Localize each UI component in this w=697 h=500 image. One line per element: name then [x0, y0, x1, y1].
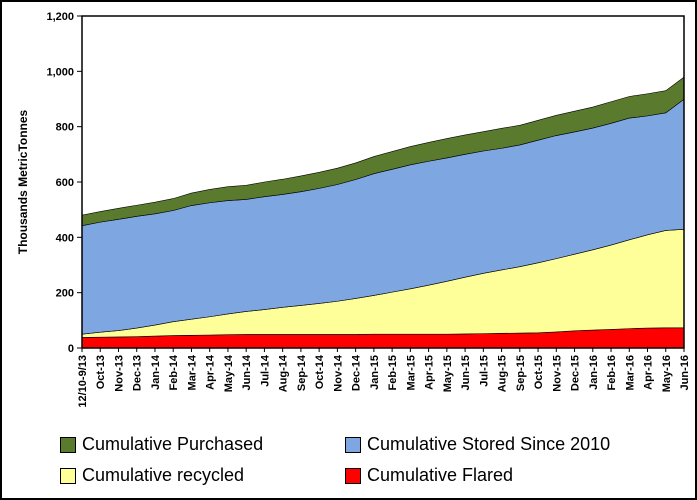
x-tick-label: May-16: [661, 355, 673, 392]
y-axis-label: Thousands MetricTonnes: [16, 109, 30, 254]
x-tick-label: Jul-15: [478, 355, 490, 387]
x-tick-label: Jan-14: [150, 354, 162, 390]
x-tick-label: Apr-15: [424, 355, 436, 390]
x-tick-label: May-14: [223, 354, 235, 392]
x-tick-label: Dec-14: [351, 354, 363, 391]
x-tick-label: Mar-14: [186, 354, 198, 390]
x-tick-label: Aug-14: [278, 354, 290, 392]
x-tick-label: Oct-13: [95, 355, 107, 389]
y-tick-label: 1,200: [46, 11, 74, 23]
x-tick-label: Oct-15: [533, 355, 545, 389]
x-tick-label: Dec-15: [570, 355, 582, 391]
x-tick-label: Jan-15: [369, 355, 381, 390]
x-tick-label: Feb-15: [387, 355, 399, 390]
x-tick-label: Jun-14: [241, 354, 253, 390]
x-tick-label: Jun-16: [679, 355, 691, 390]
x-tick-label: Jun-15: [460, 355, 472, 390]
y-tick-label: 200: [56, 288, 74, 300]
x-tick-label: Aug-15: [497, 355, 509, 392]
x-tick-label: Nov-13: [113, 355, 125, 392]
x-tick-label: Sep-15: [515, 355, 527, 391]
x-tick-label: Sep-14: [296, 354, 308, 391]
x-tick-label: Feb-14: [168, 354, 180, 390]
y-tick-label: 800: [56, 122, 74, 134]
x-tick-label: Oct-14: [314, 354, 326, 389]
x-tick-label: Nov-15: [551, 355, 563, 392]
x-tick-label: Jan-16: [588, 355, 600, 390]
x-tick-label: Mar-16: [624, 355, 636, 390]
x-tick-label: Dec-13: [132, 355, 144, 391]
y-tick-label: 0: [68, 343, 74, 355]
x-tick-label: 12/10-9/13: [77, 355, 89, 408]
x-tick-label: Apr-16: [643, 355, 655, 390]
x-tick-label: Apr-14: [205, 354, 217, 390]
x-tick-label: Mar-15: [405, 355, 417, 390]
x-tick-label: Feb-16: [606, 355, 618, 390]
y-tick-label: 600: [56, 177, 74, 189]
x-tick-label: Nov-14: [332, 354, 344, 392]
y-tick-label: 400: [56, 232, 74, 244]
x-tick-label: May-15: [442, 355, 454, 392]
x-tick-label: Jul-14: [259, 354, 271, 387]
y-tick-label: 1,000: [46, 66, 74, 78]
